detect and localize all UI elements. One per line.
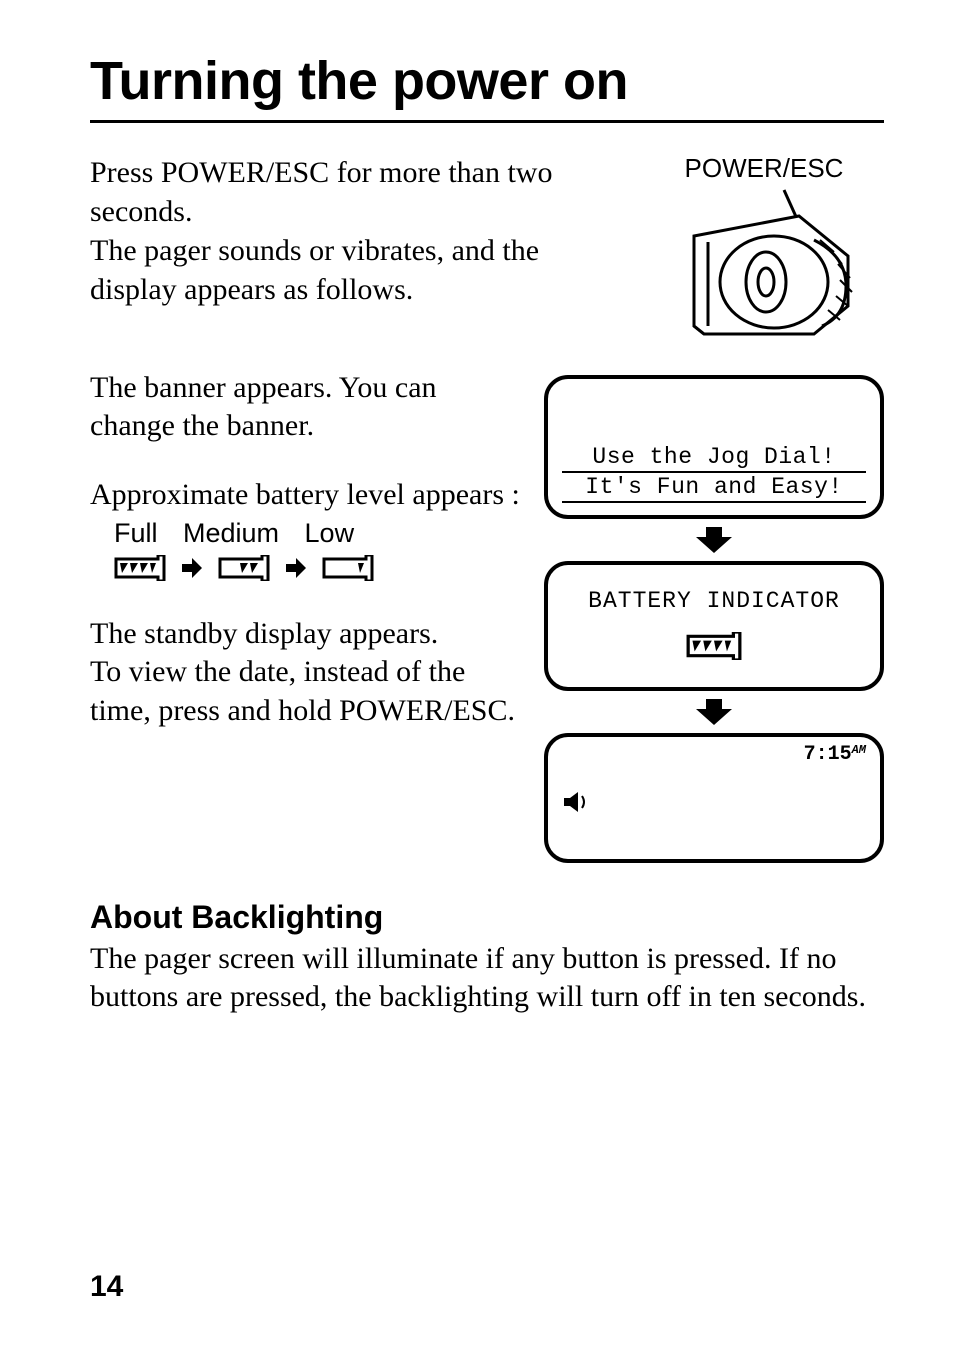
battery-level-labels: Full Medium Low	[114, 516, 524, 551]
arrow-right-icon	[284, 556, 308, 580]
page-heading: Turning the power on	[90, 50, 884, 112]
standby-time: 7:15AM	[804, 743, 866, 766]
battery-icons-row	[114, 555, 524, 581]
jog-dial-illustration	[674, 186, 854, 336]
battery-full-icon	[685, 632, 743, 660]
backlighting-heading: About Backlighting	[90, 899, 884, 936]
standby-description: The standby display appears. To view the…	[90, 615, 524, 730]
backlighting-body: The pager screen will illuminate if any …	[90, 940, 884, 1017]
battery-low-icon	[322, 555, 374, 581]
battery-indicator-screen: BATTERY INDICATOR	[544, 561, 884, 691]
arrow-right-icon	[180, 556, 204, 580]
battery-medium-icon	[218, 555, 270, 581]
standby-screen: 7:15AM	[544, 733, 884, 863]
battery-full-icon	[114, 555, 166, 581]
speaker-icon	[562, 791, 590, 813]
banner-screen: Use the Jog Dial! It's Fun and Easy!	[544, 375, 884, 519]
arrow-down-icon	[694, 525, 734, 555]
arrow-down-icon	[694, 697, 734, 727]
heading-rule	[90, 120, 884, 123]
battery-intro: Approximate battery level appears :	[90, 476, 524, 514]
page-number: 14	[90, 1270, 123, 1304]
banner-description: The banner appears. You can change the b…	[90, 369, 524, 446]
power-esc-label: POWER/ESC	[644, 153, 884, 184]
banner-line-2: It's Fun and Easy!	[562, 474, 866, 503]
banner-line-1: Use the Jog Dial!	[562, 444, 866, 473]
battery-indicator-label: BATTERY INDICATOR	[588, 588, 840, 614]
intro-paragraph: Press POWER/ESC for more than two second…	[90, 153, 624, 341]
